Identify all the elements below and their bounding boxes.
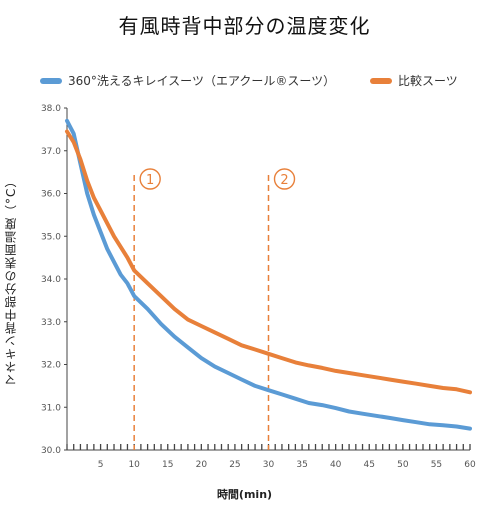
x-tick-label: 5 <box>98 460 104 470</box>
series-line-1 <box>65 129 472 395</box>
x-tick-label: 45 <box>364 460 375 470</box>
x-tick-label: 35 <box>296 460 307 470</box>
legend-item-airclean: 360°洗えるキレイスーツ（エアクール®スーツ） <box>40 72 335 89</box>
x-tick-label: 20 <box>196 460 208 470</box>
marker-circle-2 <box>273 168 296 190</box>
x-tick-label: 55 <box>431 460 442 470</box>
x-tick-label: 10 <box>128 460 140 470</box>
y-tick-label: 30.0 <box>41 446 61 456</box>
x-tick-label: 40 <box>330 460 342 470</box>
legend-swatch-comparison <box>370 77 392 84</box>
marker-label-1: 1 <box>146 173 154 188</box>
marker-circle-1 <box>139 168 161 190</box>
y-tick-label: 34.0 <box>41 275 61 285</box>
x-tick-label: 50 <box>397 460 409 470</box>
x-tick-label: 15 <box>162 460 173 470</box>
legend-label-comparison: 比較スーツ <box>398 74 458 88</box>
y-tick-label: 37.0 <box>41 147 61 157</box>
x-axis-label: 時間(min) <box>216 488 273 501</box>
y-tick-label: 35.0 <box>41 232 61 242</box>
legend-swatch-airclean <box>40 77 62 84</box>
x-tick-label: 25 <box>229 460 240 470</box>
legend-label-airclean: 360°洗えるキレイスーツ（エアクール®スーツ） <box>68 74 336 88</box>
y-tick-label: 32.0 <box>41 361 61 371</box>
y-tick-label: 36.0 <box>41 190 61 200</box>
legend-item-comparison: 比較スーツ <box>370 72 458 89</box>
marker-label-2: 2 <box>280 173 288 188</box>
y-tick-label: 31.0 <box>41 403 61 413</box>
chart-title: 有風時背中部分の温度変化 <box>118 14 371 38</box>
y-tick-label: 38.0 <box>41 104 61 114</box>
x-tick-label: 30 <box>263 460 275 470</box>
legend: 360°洗えるキレイスーツ（エアクール®スーツ） 比較スーツ <box>40 72 479 92</box>
series-line-0 <box>65 118 472 431</box>
x-tick-label: 60 <box>464 460 476 470</box>
y-tick-label: 33.0 <box>41 318 61 328</box>
